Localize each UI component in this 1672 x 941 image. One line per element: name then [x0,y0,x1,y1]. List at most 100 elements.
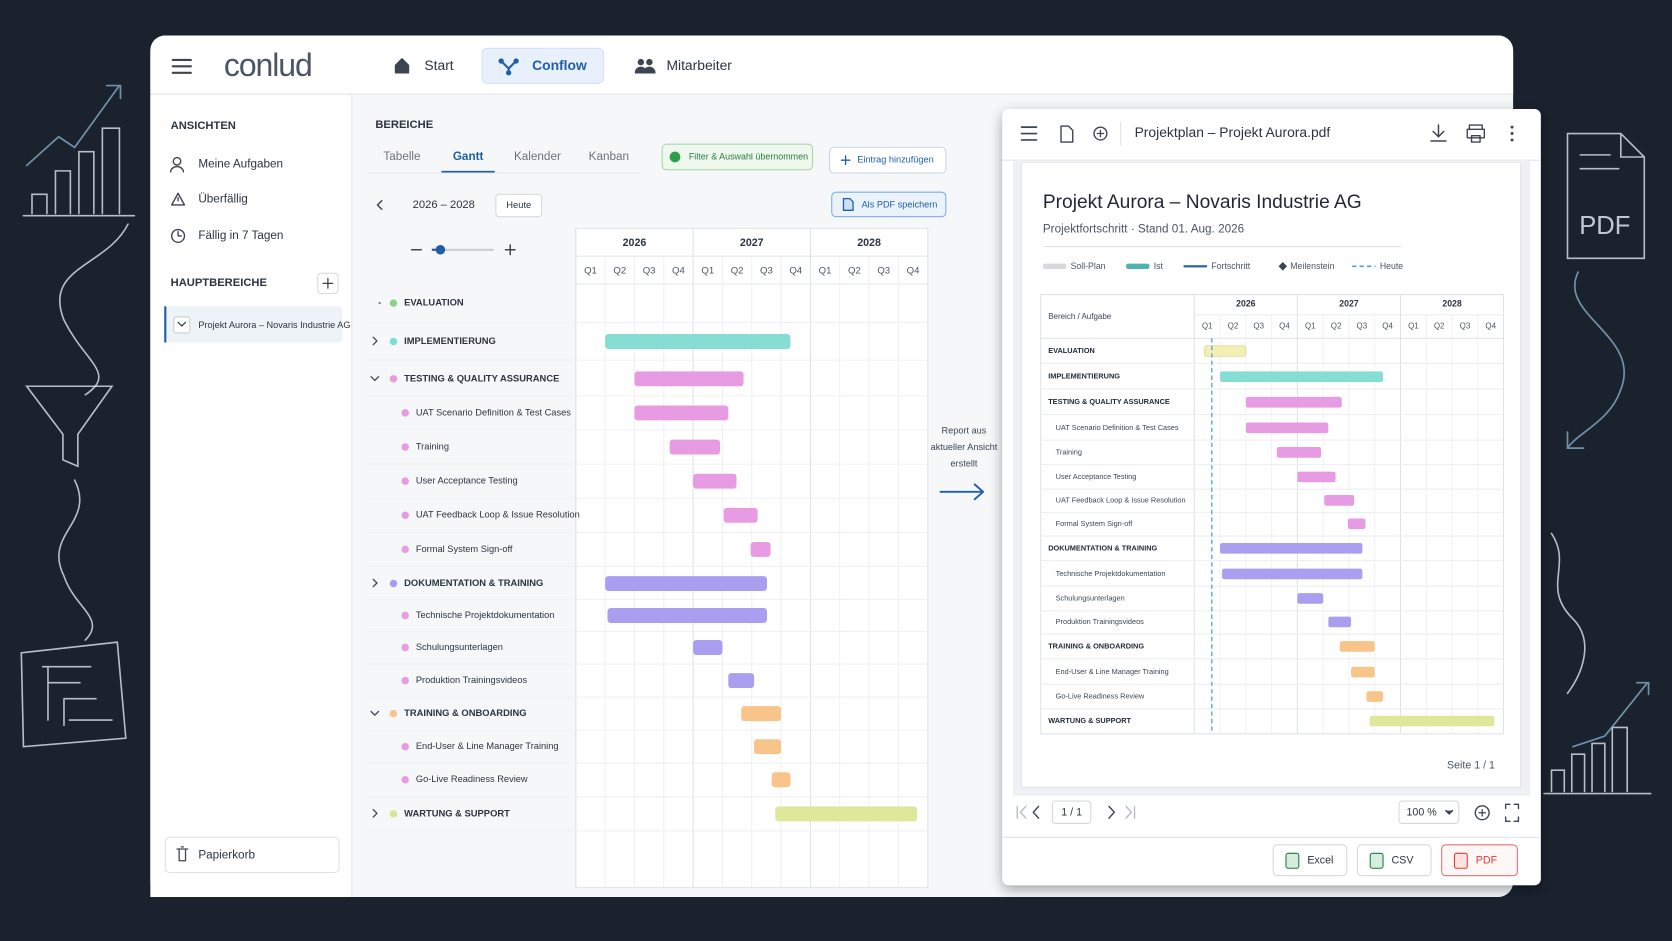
quarter-label: Q2 [731,266,744,277]
project-item-bg[interactable] [164,306,343,343]
group-label[interactable]: EVALUATION [404,298,464,308]
check-icon [669,151,681,163]
page-input[interactable] [1051,800,1092,824]
sidebar-section-title: ANSICHTEN [171,120,236,132]
quarter-label: Q3 [760,266,773,277]
prev-range [376,199,383,210]
app-header [150,35,1514,95]
task-label[interactable]: Training [416,441,449,451]
fit-icon [1504,803,1520,823]
sidebar-view[interactable]: Fällig in 7 Tagen [198,229,283,242]
quarter-label: Q4 [907,266,920,277]
task-label[interactable]: User Acceptance Testing [416,476,518,486]
tab[interactable]: Gantt [453,150,484,163]
row-dot [401,511,409,520]
gantt-bar[interactable] [750,541,771,557]
range-label: 2026 – 2028 [413,199,475,211]
task-label[interactable]: End-User & Line Manager Training [416,741,559,751]
filter-chip-label[interactable]: Filter & Auswahl übernommen [689,151,808,161]
pdf-row-label: End-User & Line Manager Training [1056,667,1169,676]
gantt-bar[interactable] [723,507,758,523]
gantt-bar[interactable] [741,706,782,722]
add-entry-label[interactable]: Eintrag hinzufügen [857,155,933,165]
add-entry-button[interactable] [829,146,947,174]
pager-label[interactable]: 1 / 1 [1061,807,1082,819]
quarter-label: Q2 [613,266,626,277]
sidebar-view[interactable]: Überfällig [198,193,248,206]
gantt-bar[interactable] [771,772,791,788]
nav-item[interactable]: Conflow [532,57,587,73]
legend-label: Soll-Plan [1071,261,1106,271]
gantt-bar[interactable] [693,640,723,655]
task-label[interactable]: Formal System Sign-off [416,544,513,554]
note-text: erstellt [950,459,977,469]
task-label[interactable]: Schulungsunterlagen [416,642,503,652]
tab[interactable]: Kalender [514,150,561,163]
task-label[interactable]: UAT Scenario Definition & Test Cases [416,407,571,417]
save-pdf-label[interactable]: Als PDF speichern [862,199,938,209]
pdf-plan-bar [1204,345,1247,357]
task-label[interactable]: Technische Projektdokumentation [416,610,555,620]
task-label[interactable]: Produktion Trainingsvideos [416,675,528,685]
group-label[interactable]: DOKUMENTATION & TRAINING [404,578,543,588]
conflow-node [505,70,512,76]
year-label: 2026 [623,237,647,249]
quarter-label: Q2 [848,266,861,277]
export-icon [1285,852,1300,869]
gantt-bar[interactable] [754,739,782,755]
tab[interactable]: Tabelle [383,150,420,163]
export-label[interactable]: PDF [1476,855,1498,867]
task-label[interactable]: Go-Live Readiness Review [416,774,528,784]
project-item[interactable]: Projekt Aurora – Novaris Industrie AG [198,320,350,330]
quarter-label: Q1 [819,266,832,277]
nav-item[interactable]: Start [424,57,453,73]
sidebar-view[interactable]: Meine Aufgaben [198,158,283,171]
trash-icon [176,846,189,862]
save-pdf-button[interactable] [831,191,947,218]
export-label[interactable]: Excel [1307,855,1333,867]
pdf-column-header: Bereich / Aufgabe [1048,312,1112,321]
gantt-bar[interactable] [607,608,768,623]
tab[interactable]: Kanban [589,150,629,163]
clock-icon [170,228,186,243]
group-label[interactable]: TRAINING & ONBOARDING [404,708,526,718]
group-label[interactable]: TESTING & QUALITY ASSURANCE [404,373,559,383]
gantt-bar[interactable] [775,806,918,822]
group-label[interactable]: IMPLEMENTIERUNG [404,336,496,346]
gantt-bar[interactable] [669,439,721,455]
zoom-label[interactable]: 100 % [1406,807,1437,819]
sidebar-section-title: HAUPTBEREICHE [171,277,268,289]
gantt-bar[interactable] [693,473,737,489]
row-dot [401,611,409,620]
conflow-node [498,58,504,64]
gantt-bar[interactable] [728,673,755,689]
group-label[interactable]: WARTUNG & SUPPORT [404,808,510,818]
row-bullet [378,302,381,305]
gantt-bar[interactable] [634,405,729,421]
year-label: 2027 [740,237,764,249]
gantt-bar[interactable] [634,371,744,387]
today-label[interactable]: Heute [506,200,531,210]
logo: conlud [224,47,312,83]
export-label[interactable]: CSV [1392,855,1415,867]
year-label: 2028 [857,237,881,249]
legend-label: Heute [1380,261,1403,271]
gantt-bar[interactable] [605,334,791,349]
zoom-select[interactable] [1398,800,1460,824]
row-dot [401,742,409,751]
pdf-gantt-bar [1347,518,1366,530]
today-button[interactable] [495,193,543,218]
task-label[interactable]: UAT Feedback Loop & Issue Resolution [416,510,580,520]
gantt-bar[interactable] [605,576,768,591]
quarter-label: Q3 [643,266,656,277]
pdf-row-label: User Acceptance Testing [1056,472,1137,481]
pdf-quarter-label: Q2 [1228,322,1239,331]
nav-item[interactable]: Mitarbeiter [666,57,732,73]
pdf-title: Projekt Aurora – Novaris Industrie AG [1043,192,1362,213]
trash-label[interactable]: Papierkorb [198,849,255,862]
filter-chip[interactable] [661,143,814,171]
nav-active-bg[interactable] [481,47,605,84]
trash-button[interactable] [164,836,340,874]
pdf-subtitle: Projektfortschritt · Stand 01. Aug. 2026 [1043,223,1244,236]
row-dot [389,337,398,346]
